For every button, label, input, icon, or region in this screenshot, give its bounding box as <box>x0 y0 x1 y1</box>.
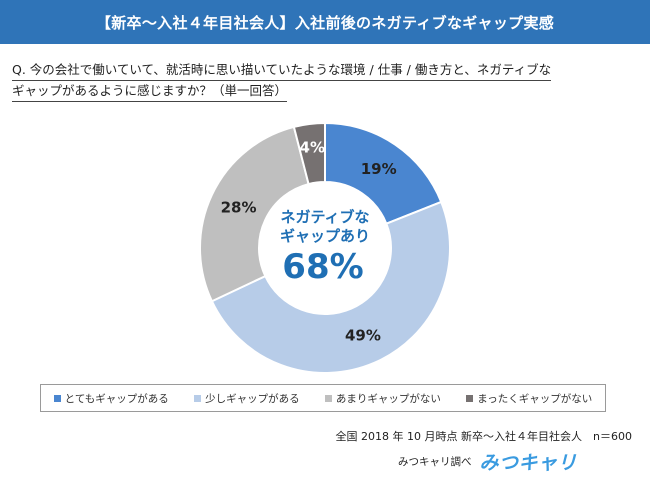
legend-swatch-1 <box>53 394 61 402</box>
header-bar: 【新卒～入社４年目社会人】入社前後のネガティブなギャップ実感 <box>0 0 650 44</box>
legend-item-3: あまりギャップがない <box>324 391 441 406</box>
legend-swatch-3 <box>324 394 332 402</box>
donut-slice-2 <box>210 200 451 374</box>
legend-swatch-2 <box>194 394 202 402</box>
legend-label-4: まったくギャップがない <box>477 392 593 405</box>
source-credit: みつキャリ調べ みつキャリ <box>398 448 638 474</box>
legend-label-2: 少しギャップがある <box>205 392 300 405</box>
legend-swatch-4 <box>466 394 474 402</box>
slice-labels: 19% 49% 28% 4% <box>221 138 397 344</box>
slice-value-label-1: 19% <box>361 160 397 178</box>
center-value: 68% <box>282 247 363 287</box>
legend-label-1: とてもギャップがある <box>64 392 169 405</box>
question-line-1: Q. 今の会社で働いていて、就活時に思い描いていたような環境 / 仕事 / 働き… <box>12 60 552 81</box>
mitsucari-logo: みつキャリ <box>479 451 578 474</box>
donut-slice-1 <box>324 121 443 226</box>
legend-label-3: あまりギャップがない <box>335 392 441 405</box>
legend-item-2: 少しギャップがある <box>194 391 300 406</box>
slice-value-label-4: 4% <box>300 138 325 156</box>
legend-item-4: まったくギャップがない <box>466 391 592 406</box>
center-label-line-2: ギャップあり <box>280 227 370 245</box>
question-line-2: ギャップがあるように感じますか？（単一回答） <box>12 81 288 102</box>
legend-item-1: とてもギャップがある <box>53 391 169 406</box>
slice-value-label-3: 28% <box>221 198 257 216</box>
donut-slices <box>199 121 451 374</box>
donut-slice-4 <box>292 121 326 186</box>
source-label: みつキャリ調べ <box>398 455 472 468</box>
donut-slice-3 <box>199 125 310 303</box>
center-label-line-1: ネガティブな <box>280 208 369 226</box>
legend: とてもギャップがある 少しギャップがある あまりギャップがない まったくギャップがない <box>40 384 606 412</box>
question-text: Q. 今の会社で働いていて、就活時に思い描いていたような環境 / 仕事 / 働き… <box>12 60 632 102</box>
footnote: 全国 2018 年 10 月時点 新卒～入社４年目社会人 n＝600 <box>335 430 632 443</box>
slice-value-label-2: 49% <box>345 327 381 345</box>
chart-title: 【新卒～入社４年目社会人】入社前後のネガティブなギャップ実感 <box>95 13 555 32</box>
